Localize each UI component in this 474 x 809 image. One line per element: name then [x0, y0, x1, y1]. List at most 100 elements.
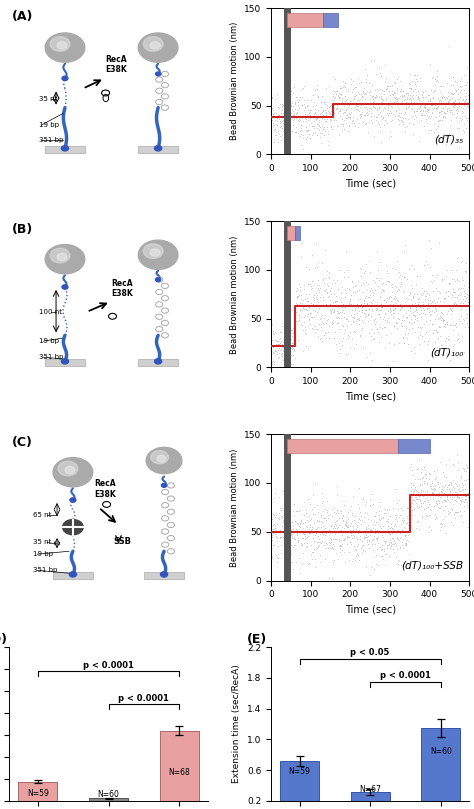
- Point: [337, 540, 344, 553]
- Point: [269, 507, 276, 520]
- Point: [312, 112, 319, 125]
- Point: [312, 113, 319, 126]
- Point: [332, 87, 340, 100]
- Point: [343, 313, 350, 326]
- Point: [312, 236, 319, 249]
- Point: [464, 75, 471, 88]
- Point: [448, 492, 456, 505]
- Point: [429, 487, 437, 500]
- Point: [418, 471, 426, 484]
- Point: [282, 112, 289, 125]
- Point: [439, 315, 447, 328]
- Point: [320, 538, 328, 551]
- Point: [438, 496, 446, 509]
- Point: [351, 303, 359, 316]
- Point: [371, 283, 378, 296]
- Point: [295, 277, 303, 290]
- Point: [328, 320, 336, 333]
- Point: [400, 246, 408, 259]
- Point: [344, 519, 352, 532]
- Point: [396, 541, 403, 554]
- Point: [390, 523, 397, 536]
- Point: [360, 100, 368, 113]
- Point: [313, 305, 321, 318]
- Point: [294, 535, 302, 548]
- Point: [456, 332, 463, 345]
- Point: [349, 523, 356, 536]
- Point: [295, 575, 302, 588]
- Point: [452, 83, 460, 96]
- Point: [345, 296, 353, 309]
- Point: [373, 515, 380, 528]
- Point: [334, 522, 341, 535]
- Point: [433, 476, 440, 489]
- Point: [342, 284, 349, 297]
- Point: [459, 101, 466, 114]
- Point: [443, 105, 451, 118]
- Point: [380, 276, 387, 289]
- Point: [386, 302, 394, 315]
- Point: [424, 298, 431, 311]
- Point: [277, 335, 284, 348]
- Point: [457, 81, 465, 94]
- Point: [451, 477, 458, 490]
- Point: [329, 543, 337, 556]
- Point: [373, 524, 381, 537]
- Point: [417, 269, 424, 282]
- Point: [268, 540, 275, 553]
- Point: [401, 530, 409, 543]
- Point: [292, 125, 300, 138]
- Point: [394, 557, 402, 570]
- Point: [292, 305, 299, 318]
- Point: [387, 536, 395, 549]
- Point: [305, 262, 312, 275]
- Point: [374, 542, 381, 555]
- Point: [428, 482, 436, 495]
- Point: [464, 288, 471, 301]
- Point: [289, 527, 296, 540]
- Point: [362, 116, 370, 129]
- Point: [374, 279, 382, 292]
- Point: [299, 294, 307, 307]
- Point: [371, 523, 378, 536]
- Point: [418, 463, 426, 476]
- Point: [387, 100, 395, 113]
- Point: [300, 299, 307, 312]
- Point: [461, 294, 469, 307]
- Point: [286, 527, 294, 540]
- Point: [309, 299, 316, 311]
- Point: [379, 111, 386, 124]
- Point: [283, 348, 291, 361]
- Point: [299, 537, 306, 550]
- Point: [394, 524, 402, 537]
- Point: [416, 523, 423, 536]
- Point: [298, 532, 305, 544]
- Point: [347, 78, 355, 91]
- Point: [386, 79, 393, 92]
- Point: [327, 307, 335, 320]
- Point: [357, 263, 365, 276]
- Text: N=67: N=67: [359, 786, 381, 794]
- Point: [366, 569, 374, 582]
- Circle shape: [151, 451, 169, 464]
- Point: [317, 537, 325, 550]
- Point: [319, 519, 327, 532]
- Point: [396, 542, 404, 555]
- Point: [414, 91, 422, 104]
- Point: [423, 255, 430, 268]
- Point: [427, 480, 434, 493]
- Point: [444, 129, 452, 142]
- Point: [382, 328, 390, 341]
- Point: [452, 486, 459, 499]
- Point: [386, 527, 394, 540]
- Point: [347, 73, 355, 86]
- Point: [379, 285, 387, 298]
- Point: [365, 116, 373, 129]
- Point: [409, 468, 417, 481]
- Point: [384, 311, 392, 324]
- Point: [365, 525, 373, 538]
- Point: [317, 108, 324, 121]
- Point: [318, 317, 325, 330]
- Point: [420, 495, 428, 508]
- Point: [337, 311, 345, 324]
